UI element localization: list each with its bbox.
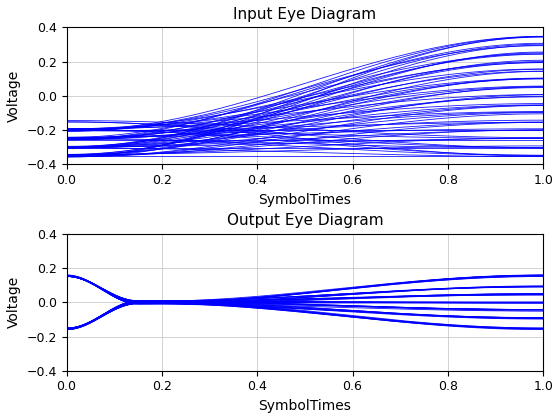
Y-axis label: Voltage: Voltage xyxy=(7,70,21,122)
Title: Input Eye Diagram: Input Eye Diagram xyxy=(234,7,376,22)
X-axis label: SymbolTimes: SymbolTimes xyxy=(258,399,351,413)
Title: Output Eye Diagram: Output Eye Diagram xyxy=(227,213,383,228)
X-axis label: SymbolTimes: SymbolTimes xyxy=(258,192,351,207)
Y-axis label: Voltage: Voltage xyxy=(7,276,21,328)
